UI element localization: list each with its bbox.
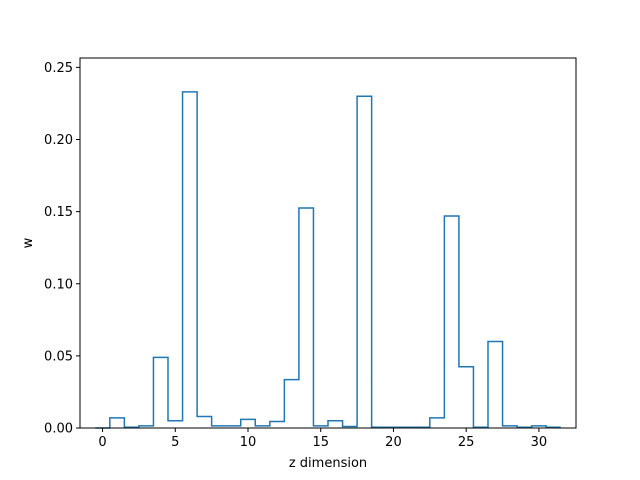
x-tick-label: 15 [312,435,329,450]
axes-frame [79,57,577,429]
y-tick-label: 0.25 [44,61,73,76]
y-tick-label: 0.15 [44,205,73,220]
x-tick-label: 30 [531,435,548,450]
y-tick-label: 0.00 [44,422,73,437]
x-tick-label: 10 [240,435,257,450]
x-axis-label: z dimension [289,456,367,471]
y-axis-label: w [21,237,36,248]
x-tick-label: 0 [98,435,106,450]
step-series [95,91,561,429]
y-tick-label: 0.10 [44,277,73,292]
x-axis-ticks: 0 5 10 15 20 25 30 [98,428,547,450]
step-line [95,91,561,429]
x-tick-label: 5 [171,435,179,450]
y-tick-label: 0.05 [44,349,73,364]
x-tick-label: 20 [385,435,402,450]
y-axis-ticks: 0.00 0.05 0.10 0.15 0.20 0.25 [44,61,80,437]
x-tick-label: 25 [458,435,475,450]
y-tick-label: 0.20 [44,133,73,148]
